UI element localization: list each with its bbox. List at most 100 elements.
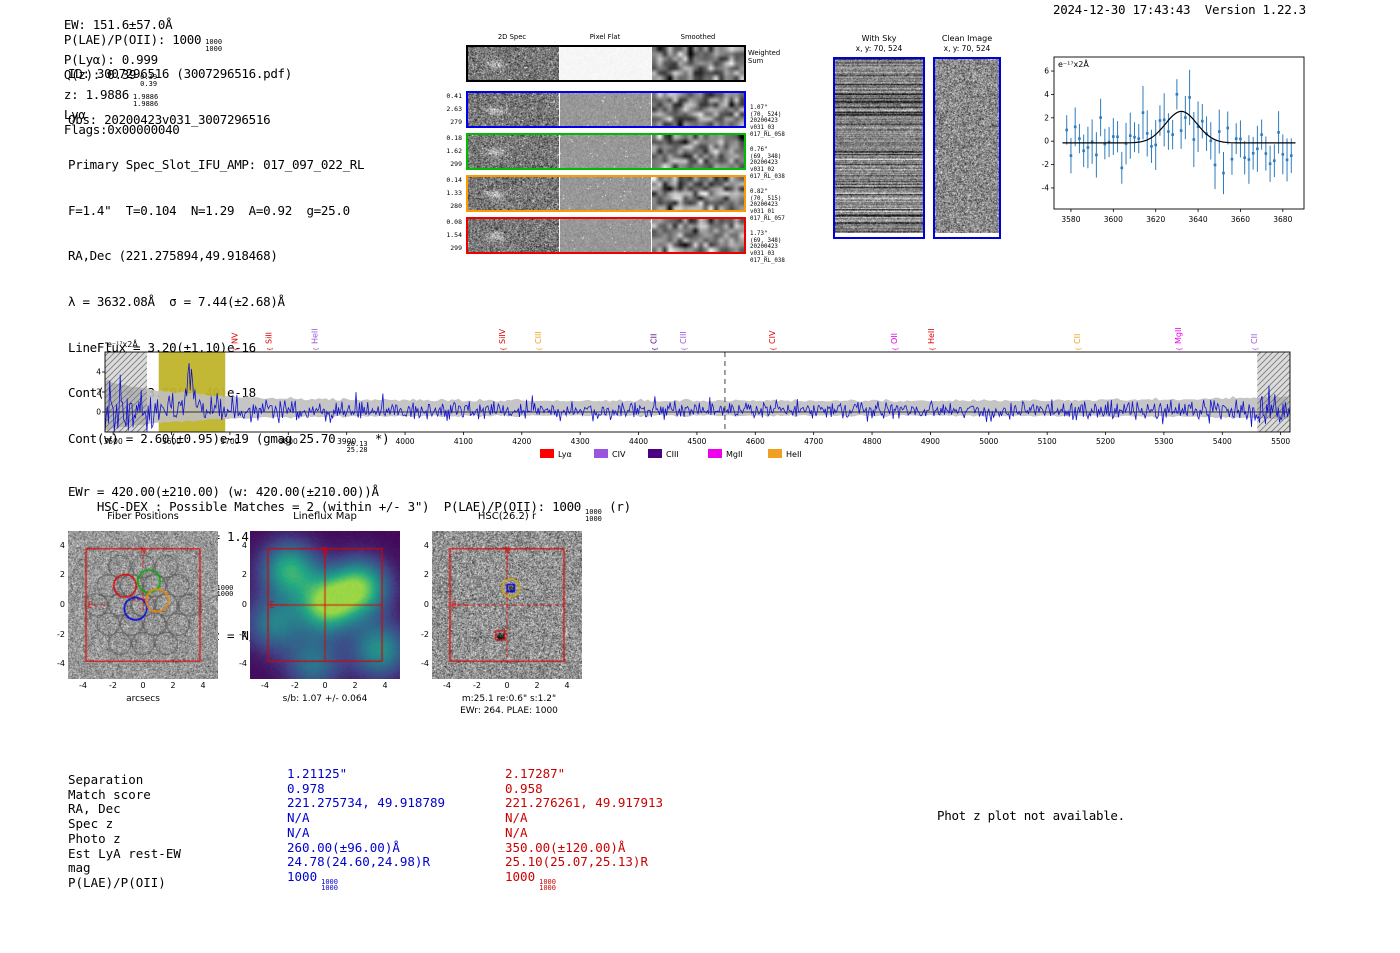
- match-table-label: Match score: [68, 786, 151, 802]
- x-tick-label: 2: [170, 681, 176, 690]
- line-fit-inset-chart: 3580 3600 3620 3640 3660 3680 6 4 2 0 -2 -4 e⁻¹⁷x2Å: [1042, 56, 1305, 224]
- info-lineflux: LineFlux = 3.20(±1.10)e-16: [68, 339, 256, 355]
- lineflux-map-image: [250, 531, 400, 679]
- y-tick-label: 0: [423, 600, 429, 609]
- pixelflat-image: [560, 93, 651, 126]
- spec2d-image: [468, 219, 559, 252]
- spec2d-image: [468, 47, 559, 80]
- svg-text:HeII: HeII: [311, 328, 320, 344]
- header-line-type: Lyα: [63, 107, 86, 122]
- x-tick-label: -2: [291, 681, 299, 690]
- svg-text:{: {: [893, 347, 900, 351]
- svg-text:HeII: HeII: [927, 328, 936, 344]
- y-tick-label: -2: [239, 629, 247, 639]
- svg-text:3600: 3600: [162, 437, 181, 446]
- svg-text:5000: 5000: [979, 437, 998, 446]
- svg-text:4900: 4900: [921, 437, 940, 446]
- svg-text:4: 4: [96, 368, 101, 377]
- lineflux-map-cutout: -4 -2 0 2 4 4 2 0 -2 -4: [239, 531, 400, 690]
- spec2d-row-sum: [466, 45, 746, 82]
- spec2d-header-pixelflat: Pixel Flat: [589, 33, 621, 41]
- info-lambda-sigma: λ = 3632.08Å σ = 7.44(±2.68)Å: [68, 293, 285, 309]
- match-value: N/A: [287, 810, 310, 826]
- y-tick-label: -2: [421, 629, 429, 639]
- svg-text:CII: CII: [650, 334, 659, 344]
- svg-text:5400: 5400: [1213, 437, 1232, 446]
- match-table-label: Separation: [68, 772, 144, 787]
- info-seeing: F=1.4" T=0.104 N=1.29 A=0.92 g=25.0: [68, 202, 350, 218]
- spec2d-image: [468, 177, 559, 210]
- spec2d-image: [468, 135, 559, 168]
- match-value: 0.958: [505, 780, 543, 796]
- x-tick-label: 0: [140, 681, 146, 690]
- clean-image: [935, 59, 999, 233]
- pixelflat-image: [560, 135, 651, 168]
- svg-text:3580: 3580: [1061, 215, 1080, 224]
- svg-text:4100: 4100: [454, 437, 473, 446]
- lineflux-caption: s/b: 1.07 +/- 0.064: [282, 694, 368, 704]
- svg-text:CII: CII: [1073, 334, 1082, 344]
- spec2d-header-2dspec: 2D Spec: [497, 33, 527, 41]
- svg-text:CIII: CIII: [666, 450, 679, 459]
- svg-text:4000: 4000: [395, 437, 414, 446]
- svg-text:4700: 4700: [804, 437, 823, 446]
- match-table-label: mag: [68, 860, 91, 876]
- y-tick-label: 2: [59, 570, 65, 580]
- match-value: 260.00(±96.00)Å: [287, 839, 400, 855]
- svg-text:{: {: [1252, 347, 1259, 351]
- header-ew: EW: 151.6±57.0Å: [63, 17, 173, 32]
- svg-text:{: {: [500, 347, 507, 351]
- pixelflat-image: [560, 219, 651, 252]
- y-tick-label: -4: [421, 659, 429, 669]
- header-qz: Q(z): 0.39 0.39 0.39: [63, 67, 158, 88]
- clean-image-coords: x, y: 70, 524: [943, 44, 991, 53]
- svg-text:CII: CII: [1250, 334, 1259, 344]
- svg-text:2: 2: [96, 388, 101, 397]
- svg-text:Lyα: Lyα: [558, 450, 572, 459]
- spec2d-right-labels-3: 0.82" (70, 515) 20200423 v031_01 017_RL_057: [750, 189, 785, 222]
- x-tick-label: -4: [261, 681, 269, 690]
- with-sky-panel: [833, 57, 925, 239]
- spec2d-left-labels-1: 0.41 2.63 279: [446, 92, 462, 126]
- spec2d-header-smoothed: Smoothed: [680, 33, 716, 41]
- svg-text:-4: -4: [1042, 183, 1050, 192]
- svg-text:CIV: CIV: [768, 330, 777, 344]
- fiber-positions-cutout: -4 -2 0 2 4 4 2 0 -2 -4: [57, 531, 218, 690]
- match-value: N/A: [505, 824, 528, 840]
- svg-text:e⁻¹⁷x2Å: e⁻¹⁷x2Å: [107, 338, 138, 349]
- svg-text:2: 2: [1044, 113, 1049, 122]
- hsc-dex-match-line: HSC-DEX : Possible Matches = 2 (within +…: [96, 499, 631, 523]
- match-value: 221.276261, 49.917913: [505, 795, 664, 811]
- svg-text:4200: 4200: [512, 437, 531, 446]
- svg-text:3680: 3680: [1273, 215, 1292, 224]
- svg-text:3660: 3660: [1231, 215, 1250, 224]
- x-tick-label: -2: [109, 681, 117, 690]
- spec2d-row-fiber3: [466, 175, 746, 212]
- x-tick-label: 4: [564, 681, 570, 690]
- svg-text:3600: 3600: [1104, 215, 1123, 224]
- svg-text:{: {: [771, 347, 778, 351]
- header-timestamp-version: 2024-12-30 17:43:43 Version 1.22.3: [1053, 2, 1306, 17]
- svg-text:4600: 4600: [746, 437, 765, 446]
- svg-text:e⁻¹⁷x2Å: e⁻¹⁷x2Å: [1058, 58, 1089, 69]
- smoothed-image: [652, 135, 744, 168]
- svg-text:4500: 4500: [687, 437, 706, 446]
- y-tick-label: 0: [241, 600, 247, 609]
- svg-text:SiII: SiII: [264, 332, 273, 344]
- spec2d-row-fiber4: [466, 217, 746, 254]
- info-primary-spec: Primary Spec_Slot_IFU_AMP: 017_097_022_R…: [68, 157, 365, 173]
- svg-text:{: {: [681, 347, 688, 351]
- svg-text:3700: 3700: [220, 437, 239, 446]
- svg-text:{: {: [313, 347, 320, 351]
- hsc-cutout-title: HSC(26.2) r: [477, 511, 537, 522]
- match-table-label: P(LAE)/P(OII): [68, 874, 166, 890]
- svg-text:5100: 5100: [1038, 437, 1057, 446]
- match-value-plae: 1000 1000 1000: [505, 868, 556, 893]
- match-value: 350.00(±120.00)Å: [505, 839, 626, 855]
- match-table-column-1: 1.21125" 0.978 221.275734, 49.918789 N/A…: [287, 766, 445, 892]
- fiber-positions-image: [68, 531, 218, 679]
- full-spectrum-chart: 3500 3600 3700 3800 3900 4000 4100 4200 4300 4400…: [96, 327, 1291, 459]
- match-table-column-2: 2.17287" 0.958 221.276261, 49.917913 N/A…: [505, 766, 664, 893]
- info-id: ID: 3007296516 (3007296516.pdf): [68, 66, 292, 81]
